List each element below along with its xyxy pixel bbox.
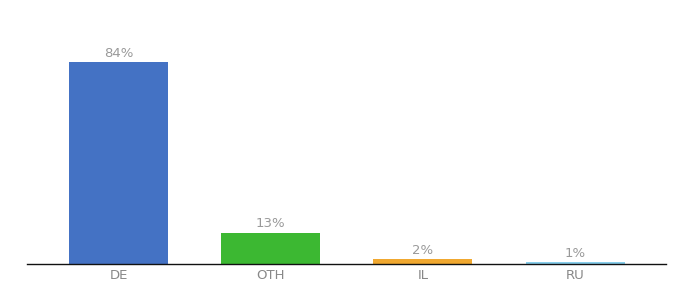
Bar [373,259,473,264]
Bar [221,233,320,264]
Text: 13%: 13% [256,217,286,230]
Text: 84%: 84% [104,46,133,59]
Text: 1%: 1% [564,247,585,260]
Text: 2%: 2% [412,244,433,257]
Bar [69,62,168,264]
Bar [526,262,624,264]
